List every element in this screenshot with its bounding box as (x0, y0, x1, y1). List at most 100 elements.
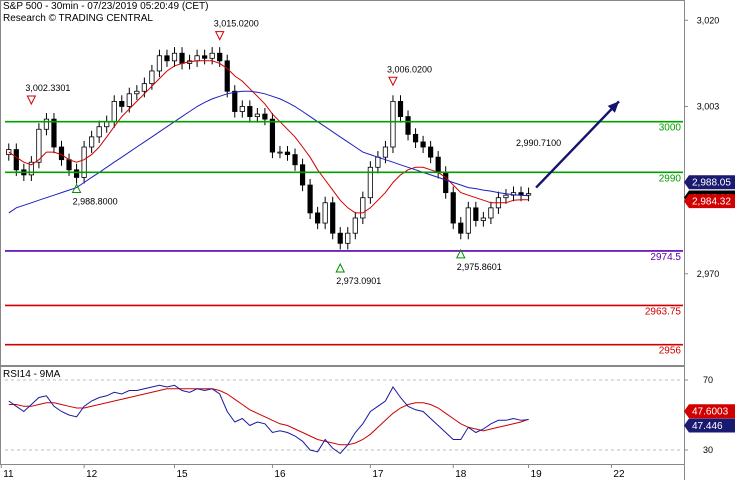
candle-body (367, 166, 373, 199)
candle-body (224, 60, 230, 92)
note-label: 2,990.7100 (516, 138, 561, 148)
candle-body (307, 184, 313, 214)
candle-body (360, 197, 366, 219)
candle-body (262, 113, 268, 120)
price-tag-label: 2,988.05 (692, 178, 731, 189)
candle-body (247, 106, 253, 117)
candle-body (450, 192, 456, 224)
rsi-ma-line (8, 388, 529, 446)
level-label: 2963.75 (645, 306, 682, 317)
candle-body (119, 100, 125, 107)
candle-body (239, 106, 245, 112)
candle-body (179, 52, 185, 64)
ma-slow-line (8, 90, 529, 214)
candle-body (345, 232, 351, 244)
candle-body (51, 118, 57, 148)
candle-body (217, 52, 223, 62)
candle-body (194, 55, 200, 62)
time-tick-label: 17 (372, 469, 384, 480)
candle-body (134, 90, 140, 95)
rsi-value-tag (684, 418, 735, 433)
forecast-arrow-head (607, 101, 619, 113)
price-tag-label: 2,984.32 (692, 197, 731, 208)
candle-body (89, 136, 95, 148)
candle-body (58, 146, 65, 161)
candle-body (156, 55, 163, 72)
candle-body (412, 133, 419, 143)
candle-body (43, 118, 50, 130)
low-marker (71, 183, 82, 193)
candle-body (390, 100, 396, 148)
rsi-tick-label: 70 (703, 375, 713, 385)
candle-body (171, 52, 178, 62)
candle-body (277, 151, 283, 154)
candle-body (254, 113, 260, 117)
level-label: 2990 (659, 173, 682, 184)
chart-title: S&P 500 - 30min - 07/23/2019 05:20:49 (C… (3, 1, 209, 12)
candle-body (337, 232, 343, 244)
candle-body (435, 156, 441, 173)
candle-body (164, 55, 170, 62)
chart-source: Research © TRADING CENTRAL (3, 13, 153, 24)
price-tick-label: 3,003 (697, 101, 720, 111)
candle-body (202, 55, 208, 59)
time-tick-label: 12 (86, 469, 98, 480)
rsi-value-tag-label: 47.6003 (692, 407, 729, 418)
candle-body (96, 126, 102, 138)
candle-body (382, 146, 389, 158)
high-marker (26, 95, 37, 106)
candle-body (458, 222, 464, 234)
candle-body (503, 194, 509, 199)
candle-body (443, 171, 449, 194)
low-marker (335, 262, 346, 273)
candle-body (488, 207, 494, 219)
candle-body (299, 164, 306, 186)
price-panel-frame (0, 0, 685, 366)
low-label: 2,975.8601 (457, 262, 502, 272)
candle-body (126, 93, 132, 107)
candle-body (322, 202, 328, 224)
low-marker (455, 248, 466, 259)
candle-body (315, 212, 321, 224)
time-tick-label: 19 (531, 469, 543, 480)
candle-body (480, 217, 486, 221)
candle-body (428, 146, 434, 158)
candle-body (292, 154, 298, 166)
candle-body (473, 207, 479, 221)
price-tag (684, 194, 735, 209)
time-tick-label: 18 (455, 469, 467, 480)
candle-body (209, 52, 215, 59)
price-tick-label: 2,970 (697, 269, 720, 279)
candle-body (420, 141, 426, 148)
high-marker (388, 76, 398, 87)
time-tick-label: 11 (3, 469, 14, 480)
candle-body (397, 100, 404, 117)
level-label: 2956 (659, 346, 682, 357)
high-label: 3,002.3301 (25, 83, 70, 93)
high-label: 3,006.0200 (387, 64, 432, 74)
candle-body (111, 100, 117, 123)
candle-body (330, 202, 336, 234)
level-label: 2974.5 (650, 252, 681, 263)
candle-body (6, 149, 12, 156)
low-label: 2,988.8000 (73, 196, 118, 206)
time-tick-label: 16 (274, 469, 286, 480)
rsi-line (8, 384, 529, 455)
candle-body (284, 151, 291, 156)
candle-body (352, 217, 358, 234)
rsi-title: RSI14 - 9MA (3, 369, 61, 380)
candle-body (232, 90, 238, 112)
candle-body (81, 146, 87, 178)
candle-body (375, 156, 381, 168)
high-label: 3,015.0200 (214, 19, 259, 29)
candle-body (73, 169, 80, 178)
candle-body (13, 149, 19, 171)
time-tick-label: 15 (177, 469, 189, 480)
candle-body (465, 207, 471, 234)
level-label: 3000 (659, 123, 682, 134)
candle-body (141, 83, 147, 92)
forecast-arrow-line (535, 100, 620, 189)
time-tick-label: 22 (613, 469, 625, 480)
candle-body (36, 128, 42, 163)
